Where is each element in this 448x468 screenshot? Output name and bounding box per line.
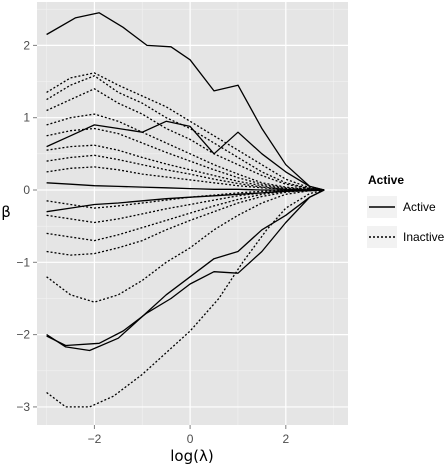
coefficient-paths: [46, 12, 325, 408]
x-tick-label: 0: [187, 432, 194, 446]
legend-label-inactive: Inactive: [403, 230, 445, 244]
y-tick-label: −3: [16, 400, 30, 414]
inactive-coefficient-path: [46, 189, 325, 303]
x-axis-ticks: −2 0 2: [88, 425, 289, 446]
inactive-coefficient-path: [46, 75, 325, 191]
inactive-coefficient-path: [46, 154, 325, 191]
inactive-coefficient-path: [46, 189, 325, 242]
y-tick-label: −1: [16, 255, 30, 269]
inactive-coefficient-path: [46, 72, 325, 191]
active-coefficient-path: [46, 182, 325, 191]
x-axis-title: log(λ): [170, 447, 213, 465]
inactive-coefficient-path: [46, 88, 325, 191]
inactive-coefficient-path: [46, 127, 325, 191]
inactive-coefficient-path: [46, 144, 325, 191]
y-tick-label: 0: [23, 183, 30, 197]
legend-label-active: Active: [403, 200, 436, 214]
inactive-coefficient-path: [46, 189, 325, 224]
legend: Active Active Inactive: [367, 173, 445, 248]
y-axis-title: β: [1, 203, 11, 221]
active-coefficient-path: [46, 189, 325, 347]
active-coefficient-path: [46, 12, 325, 191]
active-coefficient-path: [46, 189, 325, 352]
inactive-coefficient-path: [46, 113, 325, 191]
plot-panel: [37, 2, 348, 425]
active-coefficient-path: [46, 120, 325, 191]
y-axis-ticks: −3 −2 −1 0 1 2: [16, 38, 37, 414]
minor-gridlines: [37, 2, 348, 425]
inactive-coefficient-path: [46, 189, 325, 256]
x-tick-label: −2: [88, 432, 102, 446]
x-tick-label: 2: [282, 432, 289, 446]
y-tick-label: 2: [23, 38, 30, 52]
legend-title: Active: [368, 173, 404, 187]
y-tick-label: 1: [23, 111, 30, 125]
y-tick-label: −2: [16, 328, 30, 342]
inactive-coefficient-path: [46, 166, 325, 191]
inactive-coefficient-path: [46, 189, 325, 209]
